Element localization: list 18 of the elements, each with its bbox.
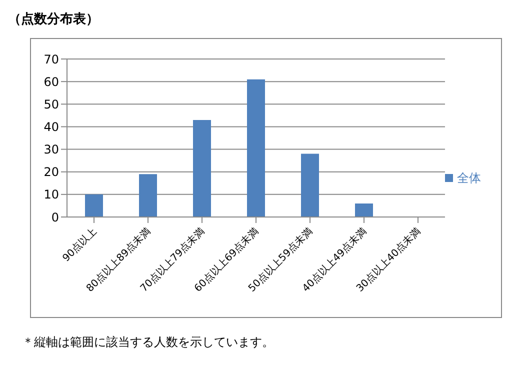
y-tick-label: 70 bbox=[44, 52, 59, 66]
bar bbox=[355, 203, 373, 217]
bar bbox=[139, 174, 157, 217]
y-tick-label: 50 bbox=[44, 97, 59, 112]
bar bbox=[85, 194, 103, 217]
y-tick-label: 20 bbox=[44, 165, 59, 180]
legend-label: 全体 bbox=[457, 170, 481, 184]
y-tick-label: 40 bbox=[44, 120, 59, 134]
y-tick-label: 0 bbox=[51, 210, 59, 224]
x-tick-label: 90点以上 bbox=[60, 225, 99, 264]
y-tick-label: 30 bbox=[44, 142, 59, 157]
text: ＊縦軸は範囲に該当する人数を示しています。 bbox=[22, 334, 274, 351]
y-tick-label: 60 bbox=[44, 74, 59, 89]
chart-title: （点数分布表） bbox=[8, 11, 100, 28]
bar bbox=[193, 120, 211, 217]
bar bbox=[301, 154, 319, 217]
bar bbox=[247, 79, 265, 217]
y-tick-label: 10 bbox=[44, 188, 59, 202]
